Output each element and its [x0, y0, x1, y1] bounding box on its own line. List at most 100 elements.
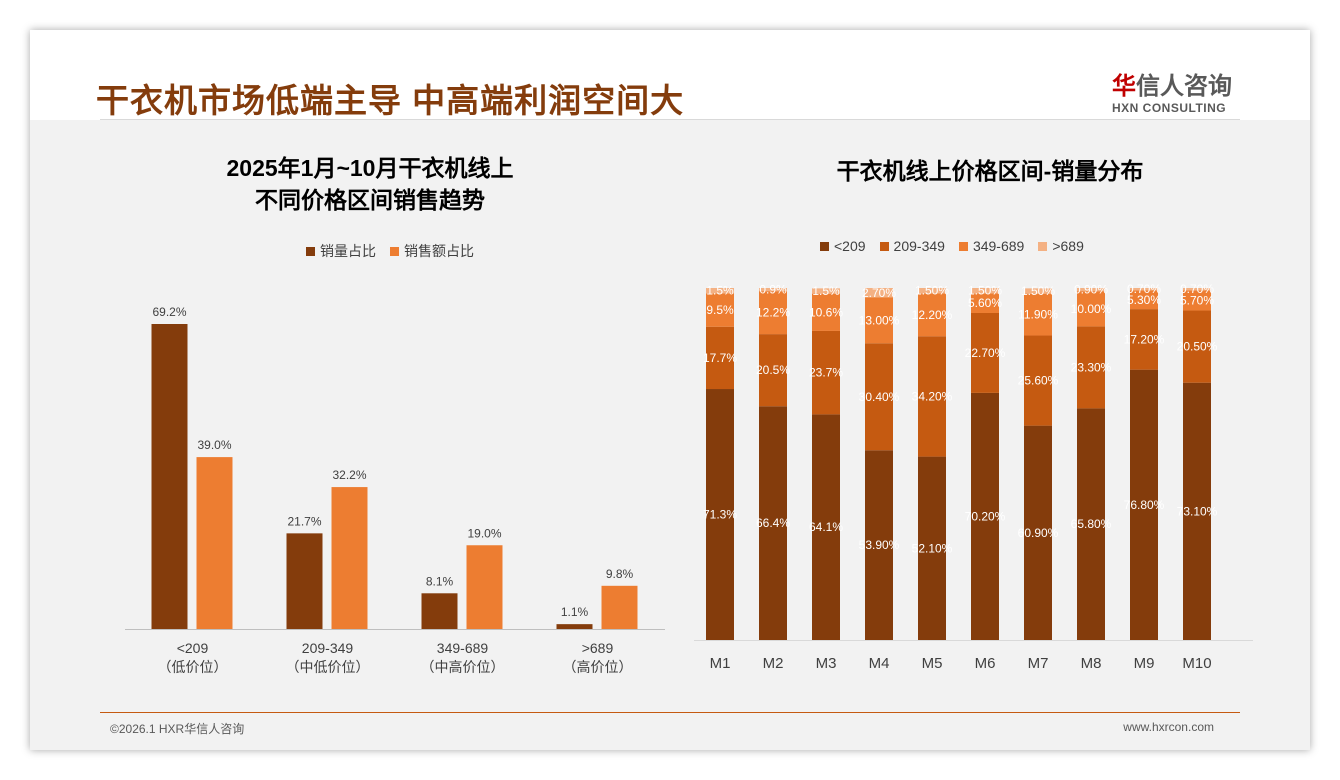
legend-item: 349-689: [958, 238, 1024, 254]
x-tick-label: M1: [710, 655, 731, 672]
data-label: 22.70%: [965, 346, 1006, 360]
data-label: 12.20%: [912, 308, 953, 322]
bar-segment-349-689: [1024, 293, 1052, 336]
bar-segment->689: [1130, 288, 1158, 291]
data-label: 25.60%: [1018, 374, 1059, 388]
legend-item: <209: [820, 238, 866, 254]
data-label: 1.50%: [1021, 284, 1055, 298]
x-tick-label: 209-349: [302, 640, 354, 656]
bar-segment-349-689: [918, 293, 946, 337]
bar-segment->689: [812, 288, 840, 294]
x-tick-label: M3: [816, 655, 837, 672]
bar-segment-349-689: [812, 293, 840, 331]
data-label: 20.5%: [756, 363, 790, 377]
footer-url: www.hxrcon.com: [1123, 720, 1214, 734]
logo: 华信人咨询 HXN CONSULTING: [1112, 66, 1232, 115]
chart2-svg: 71.3% 17.7% 9.5% 1.5% M1 66.4% 20.5% 12.2% 0.9% M…: [694, 282, 1253, 672]
bar-segment-209-349: [918, 336, 946, 457]
data-label: 52.10%: [912, 541, 953, 555]
data-label: 32.2%: [332, 468, 366, 482]
data-label: 23.7%: [809, 366, 843, 380]
data-label: 0.9%: [759, 283, 787, 297]
bar-segment-<209: [812, 414, 840, 640]
bar-销售额占比: [466, 545, 503, 629]
bar-销售额占比: [331, 487, 368, 629]
data-label: 71.3%: [703, 508, 737, 522]
x-tick-sublabel: （中低价位）: [286, 659, 370, 675]
data-label: 69.2%: [152, 305, 186, 319]
bar-segment-<209: [918, 456, 946, 640]
x-tick-label: M2: [763, 655, 784, 672]
data-label: 5.30%: [1127, 293, 1161, 307]
data-label: 2.70%: [862, 286, 896, 300]
bar-segment-209-349: [706, 326, 734, 390]
bar-segment->689: [1183, 288, 1211, 291]
divider: [100, 119, 1240, 120]
chart2-title: 干衣机线上价格区间-销量分布: [836, 158, 1144, 184]
data-label: 8.1%: [426, 574, 454, 588]
data-label: 0.90%: [1074, 283, 1108, 297]
bar-销量占比: [556, 624, 593, 629]
data-label: 1.5%: [812, 284, 840, 298]
data-label: 9.8%: [606, 567, 634, 581]
logo-en: HXN CONSULTING: [1112, 101, 1227, 115]
bar-segment-<209: [971, 392, 999, 640]
x-tick-label: M7: [1028, 655, 1049, 672]
data-label: 17.20%: [1124, 332, 1165, 346]
data-label: 53.90%: [859, 538, 900, 552]
chart1-title: 2025年1月~10月干衣机线上 不同价格区间销售趋势: [170, 152, 570, 216]
bar-销量占比: [286, 533, 323, 629]
chart1-svg: 69.2% 39.0% <209 （低价位） 21.7% 32.2% 209-349 （中低价…: [125, 305, 665, 675]
bar-segment-<209: [1130, 369, 1158, 640]
x-tick-sublabel: （低价位）: [158, 659, 228, 675]
x-tick-label: M9: [1134, 655, 1155, 672]
data-label: 30.40%: [859, 390, 900, 404]
data-label: 39.0%: [197, 438, 231, 452]
data-label: 1.5%: [706, 284, 734, 298]
bar-segment-209-349: [759, 334, 787, 407]
data-label: 23.30%: [1071, 360, 1112, 374]
legend-item: 销量占比: [306, 241, 376, 261]
data-label: 10.6%: [809, 305, 843, 319]
bar-segment-<209: [865, 450, 893, 640]
bar-segment-209-349: [971, 312, 999, 393]
data-label: 11.90%: [1018, 308, 1058, 322]
chart1-title-line1: 2025年1月~10月干衣机线上: [226, 155, 514, 181]
data-label: 60.90%: [1018, 526, 1059, 540]
bar-销量占比: [421, 593, 458, 629]
data-label: 64.1%: [809, 520, 843, 534]
data-label: 10.00%: [1071, 302, 1112, 316]
x-tick-label: >689: [582, 640, 614, 656]
data-label: 0.70%: [1127, 282, 1161, 296]
page-title: 干衣机市场低端主导 中高端利润空间大: [96, 82, 685, 119]
slide: 干衣机市场低端主导 中高端利润空间大 华信人咨询 HXN CONSULTING …: [30, 30, 1310, 750]
bar-segment-349-689: [865, 297, 893, 344]
bar-segment->689: [759, 288, 787, 292]
x-tick-label: M5: [922, 655, 943, 672]
x-tick-label: M4: [869, 655, 890, 672]
bar-segment-<209: [706, 389, 734, 640]
data-label: 13.00%: [859, 313, 900, 327]
x-tick-label: M8: [1081, 655, 1102, 672]
bar-销售额占比: [601, 585, 638, 629]
bar-segment-209-349: [865, 343, 893, 451]
data-label: 66.4%: [756, 516, 790, 530]
data-label: 1.50%: [915, 284, 949, 298]
data-label: 19.0%: [467, 526, 501, 540]
bar-segment-349-689: [706, 293, 734, 327]
bar-segment-<209: [1183, 382, 1211, 640]
logo-text: 信人咨询: [1136, 73, 1232, 100]
data-label: 12.2%: [756, 306, 790, 320]
bar-segment-209-349: [1024, 335, 1052, 426]
bar-销售额占比: [196, 457, 233, 629]
logo-mark: 华: [1112, 73, 1136, 100]
bar-segment-349-689: [1183, 290, 1211, 311]
x-tick-sublabel: （高价位）: [563, 659, 633, 675]
data-label: 21.7%: [287, 514, 321, 528]
x-tick-label: M10: [1182, 655, 1211, 672]
data-label: 34.20%: [912, 389, 953, 403]
bar-segment-349-689: [971, 293, 999, 313]
data-label: 73.10%: [1177, 504, 1218, 518]
bar-segment->689: [706, 288, 734, 294]
data-label: 1.1%: [561, 605, 589, 619]
